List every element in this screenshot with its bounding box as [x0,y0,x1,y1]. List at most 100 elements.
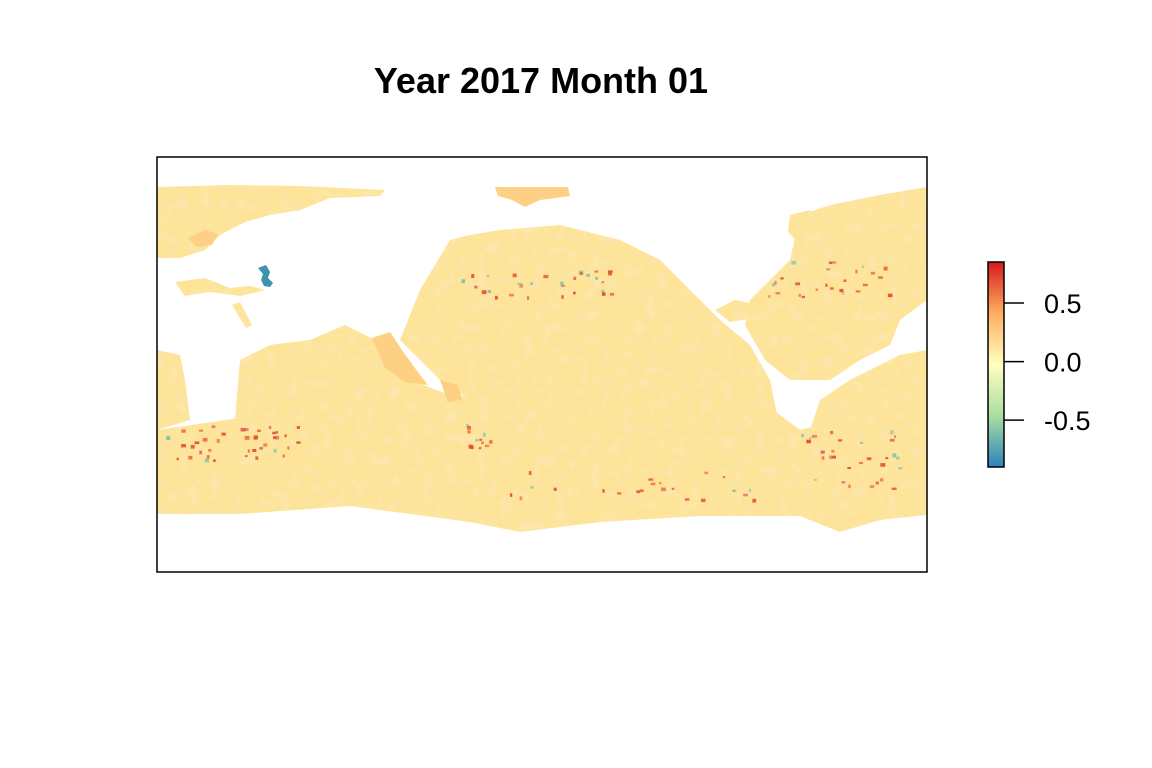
anomaly-speckle [530,282,534,285]
page-title: Year 2017 Month 01 [374,60,708,101]
anomaly-speckle [474,285,478,289]
anomaly-speckle [806,439,812,444]
legend-tick-label: 0.0 [1044,348,1082,378]
anomaly-speckle [848,484,851,488]
anomaly-speckle [553,487,557,491]
anomaly-speckle [607,271,613,276]
indonesia-warm [440,380,462,402]
anomaly-speckle [244,435,250,440]
anomaly-speckle [847,467,851,470]
anomaly-speckle [671,487,675,490]
anomaly-speckle [801,433,804,438]
anomaly-speckle [579,271,583,276]
anomaly-speckle [815,288,818,291]
anomaly-speckle [543,274,549,279]
anomaly-speckle [176,457,179,461]
anomaly-speckle [883,266,888,271]
arctic-strip [157,185,385,258]
anomaly-speckle [296,441,301,444]
anomaly-speckles [166,261,903,503]
baltic-warm [188,230,218,247]
anomaly-speckle [494,295,498,300]
anomaly-speckle [181,429,186,433]
anomaly-speckle [898,467,903,470]
anomaly-speckle [837,439,843,442]
anomaly-speckle [830,430,834,435]
anomaly-speckle [743,493,748,497]
anomaly-speckle [889,438,895,442]
anomaly-speckle [216,439,220,443]
anomaly-speckle [519,284,523,288]
anomaly-speckle [188,455,193,460]
anomaly-speckle [268,426,272,430]
anomaly-speckle [825,283,828,287]
anomaly-speckle [831,449,835,453]
anomaly-speckle [855,269,858,274]
anomaly-speckle [704,471,708,475]
anomaly-speckle [732,489,736,493]
ocean-field [157,185,927,532]
anomaly-speckle [866,457,872,461]
anomaly-speckle [204,458,209,463]
anomaly-speckle [255,456,259,460]
anomaly-speckle [607,270,613,273]
anomaly-speckle [659,481,662,485]
anomaly-speckle [181,444,186,448]
anomaly-speckle [487,290,492,294]
anomaly-speckle [660,487,666,492]
anomaly-speckle [202,437,208,442]
anomaly-speckle [509,293,514,297]
anomaly-speckle [512,273,517,278]
anomaly-speckle [752,498,757,503]
anomaly-speckle [509,493,513,497]
anomaly-speckle [467,430,471,434]
anomaly-speckle [894,435,897,439]
anomaly-speckle [471,274,475,279]
anomaly-speckle [194,441,200,445]
red-sea [232,302,252,328]
anomaly-speckle [891,487,897,490]
anomaly-speckle [273,436,277,440]
anomaly-speckle [861,265,864,269]
anomaly-speckle [821,456,825,460]
anomaly-speckle [479,438,483,441]
anomaly-speckle [252,448,257,452]
map-frame [156,156,928,573]
anomaly-speckle [461,279,466,284]
anomaly-speckle [617,492,622,495]
anomaly-speckle [820,450,825,454]
anomaly-speckle [190,444,195,449]
anomaly-speckle [889,430,894,435]
anomaly-speckle [775,291,781,295]
anomaly-speckle [166,436,171,440]
anomaly-speckle [650,482,656,486]
anomaly-speckle [748,488,752,493]
north-atlantic [745,187,927,380]
anomaly-speckle [484,444,490,448]
anomaly-speckle [648,478,654,481]
anomaly-speckle [832,261,837,264]
anomaly-speckle [528,471,532,476]
anomaly-speckle [466,423,469,428]
anomaly-speckle [561,284,565,287]
anomaly-speckle [483,432,486,437]
anomaly-speckle [601,281,605,284]
map-panel [157,185,927,532]
anomaly-speckle [843,279,847,283]
anomaly-speckle [199,429,204,432]
anomaly-speckle [609,292,615,296]
anomaly-speckle [814,478,817,481]
anomaly-speckle [636,490,641,494]
anomaly-speckle [801,295,806,299]
anomaly-speckle [595,276,598,280]
anomaly-speckle [700,498,706,503]
anomaly-speckle [208,448,212,452]
pacific-ocean [400,225,780,490]
anomaly-speckle [896,456,900,460]
anomaly-speckle [240,427,246,432]
anomaly-speckle [561,295,564,299]
anomaly-speckle [257,429,261,432]
anomaly-speckle [211,425,216,429]
anomaly-speckle [213,459,216,462]
